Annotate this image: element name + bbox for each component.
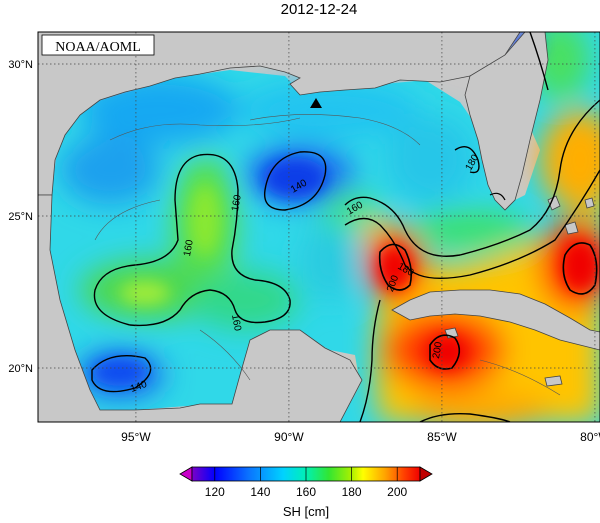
colorbar-label: SH [cm] — [283, 504, 329, 519]
land-masses — [38, 32, 600, 422]
triangle-marker — [310, 98, 322, 108]
longitude-tick-label: 95°W — [121, 430, 151, 444]
colorbar-tick-label: 140 — [250, 485, 270, 499]
longitude-labels: 95°W 90°W 85°W 80°W — [121, 430, 600, 444]
colorbar-tick-label: 120 — [205, 485, 225, 499]
colorbar-tick-label: 160 — [296, 485, 316, 499]
colorbar-high-arrow — [419, 466, 433, 482]
map-title: 2012-12-24 — [281, 1, 358, 18]
contour-label: 160 — [182, 239, 196, 258]
latitude-tick-label: 30°N — [8, 59, 33, 71]
latitude-tick-label: 20°N — [8, 363, 33, 375]
longitude-tick-label: 80°W — [580, 430, 600, 444]
latitude-tick-label: 25°N — [8, 211, 33, 223]
colorbar-low-arrow — [179, 466, 193, 482]
contour-label: 160 — [230, 194, 244, 213]
colorbar-tick-label: 180 — [342, 485, 362, 499]
contour-lines — [91, 32, 600, 422]
longitude-tick-label: 85°W — [427, 430, 457, 444]
latitude-labels: 30°N 25°N 20°N — [8, 59, 33, 375]
map-area: 140 140 160 160 160 160 180 180 200 200 — [38, 32, 600, 422]
map-frame — [37, 31, 600, 423]
contour-label: 200 — [431, 341, 445, 360]
contour-label: 160 — [229, 314, 243, 333]
longitude-tick-label: 90°W — [274, 430, 304, 444]
colorbar: 120 140 160 180 200 SH [cm] — [179, 466, 433, 519]
graticule — [38, 32, 600, 422]
credit-box — [41, 34, 155, 56]
credit-label: NOAA/AOML — [55, 40, 141, 55]
colorbar-tick-label: 200 — [387, 485, 407, 499]
